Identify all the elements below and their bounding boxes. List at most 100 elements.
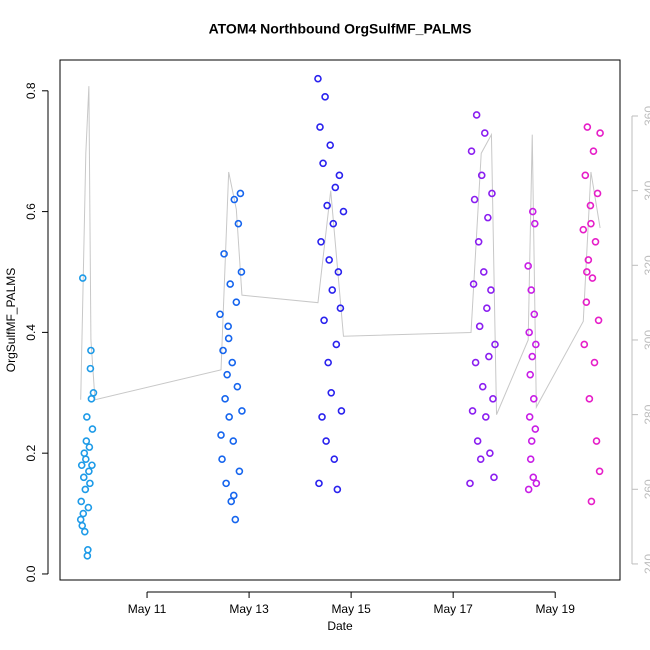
data-point: [527, 286, 536, 294]
data-point: [467, 147, 476, 155]
data-point: [87, 346, 95, 355]
data-point: [77, 497, 86, 506]
data-point: [322, 437, 330, 445]
data-point: [78, 521, 87, 530]
y2-tick-label: 300: [642, 330, 650, 350]
data-point: [466, 479, 474, 488]
data-point: [468, 407, 477, 415]
y-axis-label: OrgSulfMF_PALMS: [4, 268, 18, 372]
data-point: [476, 455, 485, 464]
data-point: [220, 250, 228, 258]
data-point: [81, 485, 90, 494]
data-point: [524, 262, 532, 270]
y-tick-label: 0.2: [24, 445, 38, 462]
data-point: [484, 213, 492, 222]
data-point: [218, 455, 226, 464]
data-point: [580, 340, 589, 349]
data-point: [85, 443, 94, 451]
data-point: [217, 431, 225, 439]
data-point: [85, 467, 93, 476]
data-point: [219, 346, 227, 355]
data-point: [238, 407, 246, 415]
data-point: [76, 515, 85, 524]
data-point: [227, 497, 236, 506]
data-point: [329, 219, 338, 228]
data-point: [584, 256, 593, 264]
data-point: [530, 219, 539, 228]
data-point: [320, 316, 328, 325]
data-point: [524, 485, 533, 494]
x-tick-label: May 15: [331, 602, 371, 616]
data-point: [235, 467, 244, 476]
data-point: [327, 388, 336, 397]
data-point: [337, 407, 346, 415]
data-point: [319, 159, 327, 168]
data-point: [216, 310, 224, 319]
data-point: [231, 515, 240, 524]
data-point: [326, 141, 335, 149]
data-point: [84, 503, 93, 512]
data-point: [480, 129, 489, 137]
data-point: [478, 382, 487, 391]
data-point: [316, 123, 324, 131]
data-point: [323, 201, 331, 210]
x-tick-label: May 13: [229, 602, 269, 616]
data-point: [89, 388, 98, 397]
data-point: [82, 437, 91, 445]
y2-tick-label: 240: [642, 554, 650, 574]
data-point: [236, 189, 245, 198]
x-tick-label: May 19: [536, 602, 576, 616]
data-point: [489, 395, 497, 403]
data-point: [225, 413, 233, 421]
y2-tick-label: 260: [642, 479, 650, 499]
data-point: [234, 219, 243, 228]
data-point: [525, 413, 534, 421]
data-point: [490, 473, 498, 482]
data-point: [78, 274, 87, 282]
data-point: [595, 467, 604, 476]
y-tick-label: 0.8: [24, 82, 38, 99]
data-point: [228, 358, 237, 367]
data-point: [332, 340, 341, 349]
data-point: [224, 322, 232, 331]
data-point: [471, 358, 480, 367]
data-point: [87, 395, 96, 403]
data-point: [232, 298, 241, 306]
x-tick-label: May 11: [128, 602, 167, 616]
data-point: [587, 219, 595, 228]
data-point: [487, 286, 495, 294]
data-point: [237, 268, 246, 276]
x-axis-label: Date: [327, 619, 353, 633]
data-point: [491, 340, 499, 349]
data-point: [581, 171, 590, 180]
data-point: [526, 455, 535, 464]
data-point: [318, 413, 326, 421]
data-point: [472, 111, 481, 119]
data-point: [474, 237, 483, 246]
data-point: [528, 207, 537, 216]
data-point: [531, 425, 540, 433]
data-point: [325, 256, 333, 264]
data-point: [486, 449, 494, 457]
data-point: [321, 93, 329, 101]
data-point: [224, 334, 233, 343]
data-point: [526, 370, 535, 379]
data-point: [482, 413, 490, 421]
data-point: [582, 298, 591, 306]
data-point: [335, 171, 344, 180]
y2-tick-label: 340: [642, 180, 650, 200]
data-point: [88, 425, 97, 433]
data-point: [83, 552, 92, 560]
data-point: [583, 268, 591, 276]
data-point: [226, 280, 235, 288]
data-point: [222, 479, 230, 488]
y-tick-label: 0.4: [24, 324, 38, 341]
data-point: [469, 280, 478, 288]
y2-tick-label: 320: [642, 255, 650, 275]
data-point: [592, 437, 601, 445]
data-point: [88, 461, 96, 470]
data-point: [479, 268, 488, 276]
data-point: [528, 352, 537, 361]
